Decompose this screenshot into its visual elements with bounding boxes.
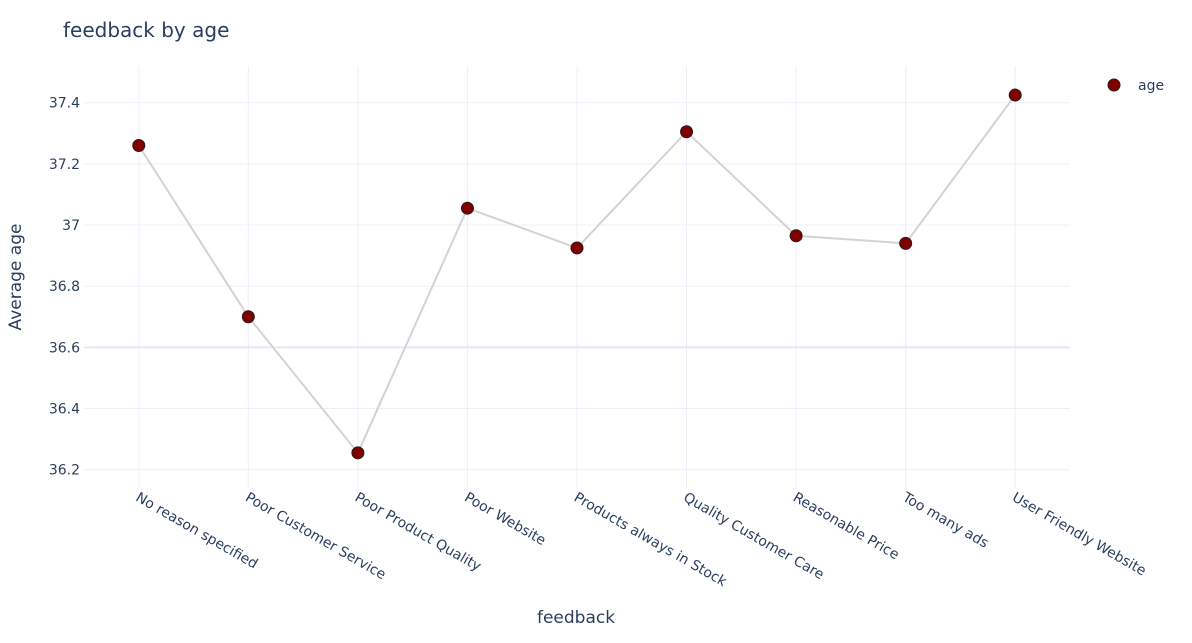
y-tick-label: 36.4	[49, 401, 80, 417]
x-tick-label: No reason specified	[133, 490, 261, 573]
x-axis-title: feedback	[537, 608, 615, 628]
y-axis-title: Average age	[6, 224, 26, 331]
y-tick-label: 37.2	[49, 157, 80, 173]
legend[interactable]: age	[1107, 78, 1164, 94]
y-tick-label: 37.4	[49, 96, 80, 112]
data-point[interactable]	[351, 446, 365, 460]
data-point[interactable]	[680, 125, 694, 139]
data-points	[132, 88, 1022, 460]
data-point[interactable]	[1008, 88, 1022, 102]
data-point[interactable]	[789, 229, 803, 243]
y-tick-label: 36.2	[49, 463, 80, 479]
legend-marker	[1107, 78, 1121, 92]
x-tick-label: Reasonable Price	[790, 490, 902, 564]
grid-lines	[84, 66, 1070, 488]
data-point[interactable]	[460, 201, 474, 215]
y-tick-label: 36.6	[49, 340, 80, 356]
x-tick-label: Too many ads	[899, 489, 991, 552]
y-axis-ticks: 36.2 36.4 36.6 36.8 37 37.2 37.4	[49, 96, 80, 479]
data-point[interactable]	[899, 236, 913, 250]
chart-title: feedback by age	[63, 18, 229, 42]
data-point[interactable]	[570, 241, 584, 255]
y-tick-label: 36.8	[49, 279, 80, 295]
data-point[interactable]	[132, 139, 146, 153]
legend-label: age	[1138, 78, 1164, 94]
x-tick-label: Poor Website	[461, 490, 548, 549]
y-tick-label: 37	[62, 218, 80, 234]
x-tick-label: User Friendly Website	[1009, 490, 1149, 580]
data-point[interactable]	[241, 310, 255, 324]
